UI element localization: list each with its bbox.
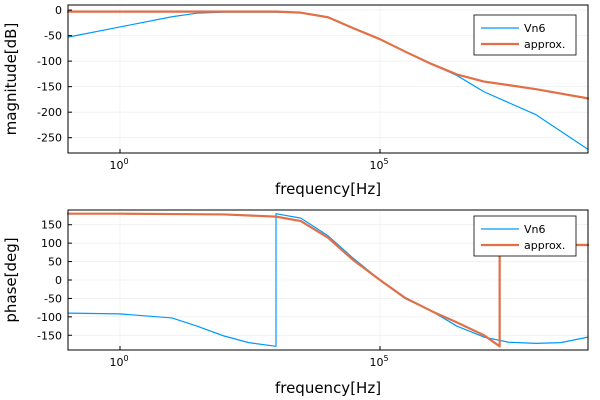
phase-legend: Vn6 approx. <box>473 215 577 257</box>
y-tick-label: -150 <box>37 81 62 94</box>
y-tick-label: 0 <box>55 4 62 17</box>
magnitude-lines <box>66 10 590 151</box>
y-tick-label: -150 <box>37 329 62 342</box>
magnitude-x-ticks: 100 105 <box>109 149 389 172</box>
y-tick-label: -50 <box>44 292 62 305</box>
magnitude-legend-label-approx: approx. <box>524 38 565 51</box>
phase-legend-box <box>473 215 577 257</box>
x-tick-label: 105 <box>369 157 388 172</box>
phase-legend-label-vn6: Vn6 <box>524 223 546 236</box>
magnitude-axes-frame <box>67 4 589 154</box>
phase-y-ticks: 150 100 50 0 -50 -100 -150 <box>37 219 72 342</box>
y-tick-label: 150 <box>41 219 62 232</box>
phase-x-ticks: 100 105 <box>109 346 389 369</box>
phase-x-label: frequency[Hz] <box>275 379 381 397</box>
y-tick-label: 100 <box>41 237 62 250</box>
y-tick-label: -250 <box>37 132 62 145</box>
magnitude-x-label: frequency[Hz] <box>275 180 381 198</box>
x-tick-label: 105 <box>369 354 388 369</box>
magnitude-y-ticks: 0 -50 -100 -150 -200 -250 <box>37 4 72 145</box>
magnitude-legend: Vn6 approx. <box>473 14 577 56</box>
x-tick-label: 100 <box>109 354 128 369</box>
y-tick-label: 0 <box>55 274 62 287</box>
phase-legend-label-approx: approx. <box>524 239 565 252</box>
y-tick-label: -50 <box>44 30 62 43</box>
phase-lines <box>66 212 590 348</box>
y-tick-label: -200 <box>37 106 62 119</box>
y-tick-label: 50 <box>48 256 62 269</box>
magnitude-legend-box <box>473 14 577 56</box>
series-line-approx <box>66 212 590 348</box>
magnitude-grid <box>68 5 588 153</box>
series-line-vn6 <box>67 213 589 347</box>
magnitude-legend-label-vn6: Vn6 <box>524 22 546 35</box>
magnitude-y-label: magnitude[dB] <box>2 23 20 136</box>
y-tick-label: -100 <box>37 55 62 68</box>
phase-y-label: phase[deg] <box>2 237 20 322</box>
phase-plot: 100 105 150 100 50 0 -50 -100 -150 frequency[Hz… <box>2 209 590 397</box>
y-tick-label: -100 <box>37 311 62 324</box>
x-tick-label: 100 <box>109 157 128 172</box>
series-line-approx <box>66 10 590 100</box>
magnitude-plot: 100 105 0 -50 -100 -150 -200 -250 frequency[Hz… <box>2 4 590 198</box>
